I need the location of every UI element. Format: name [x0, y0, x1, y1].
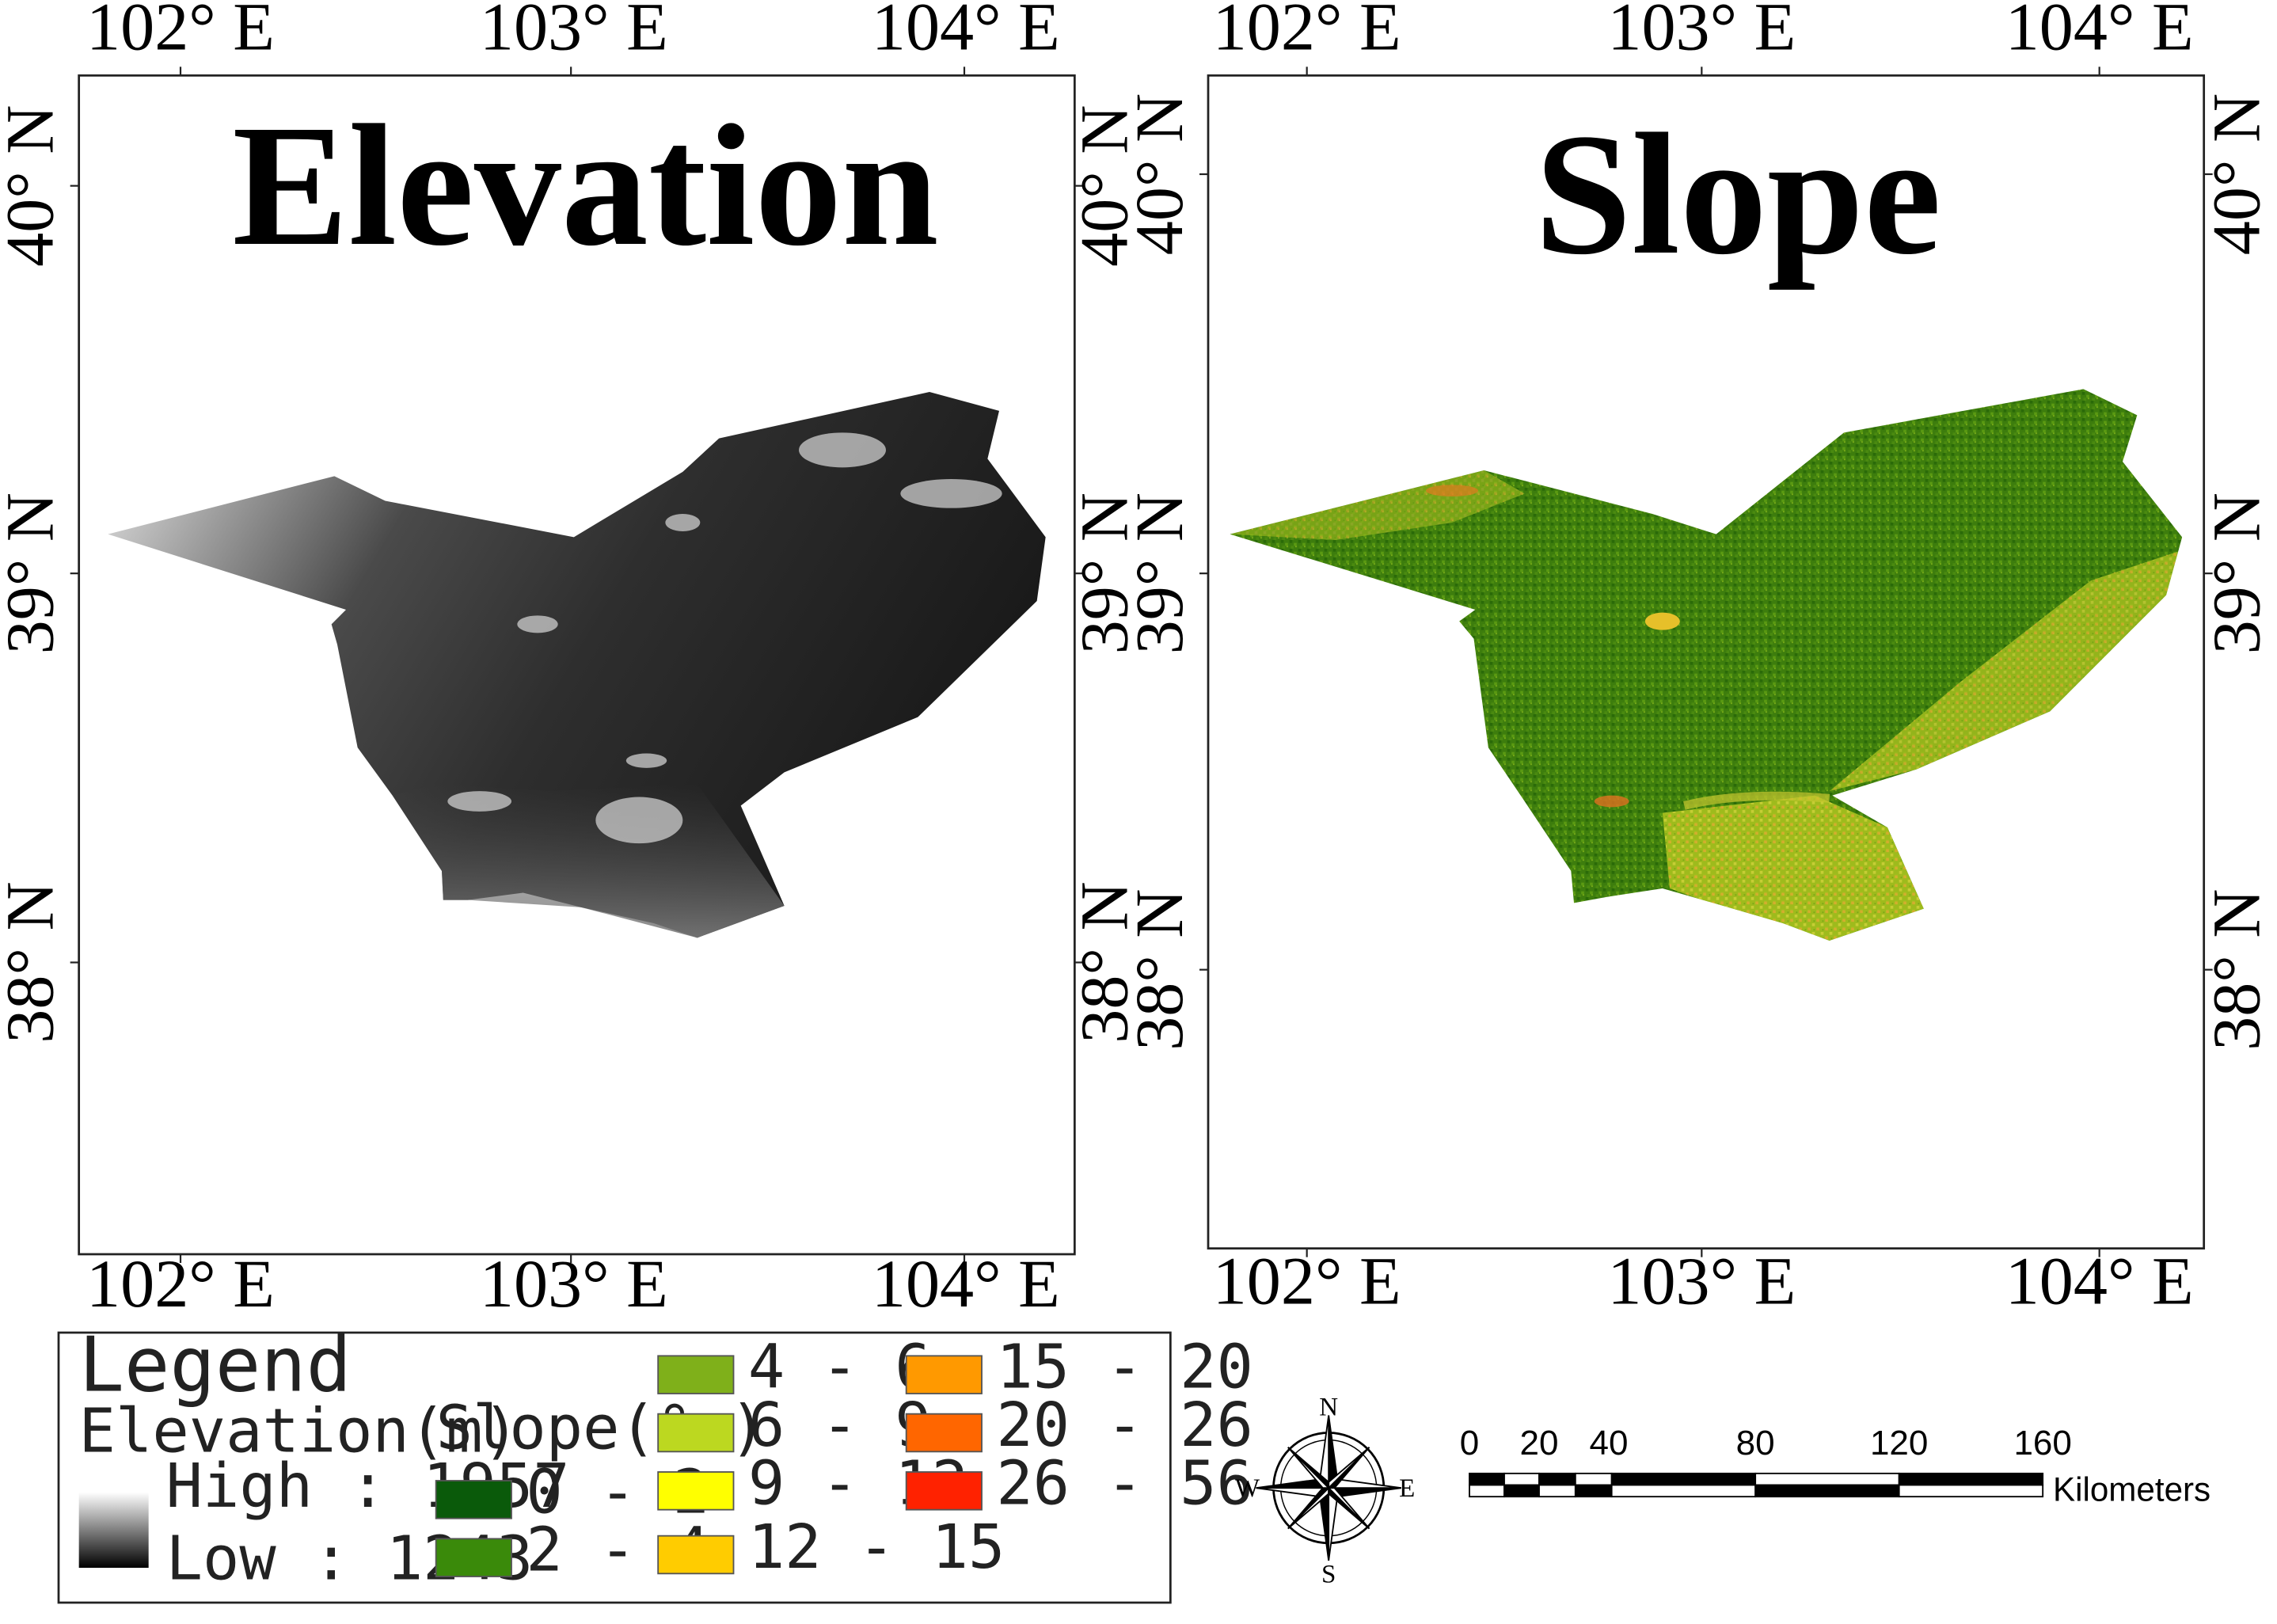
elevation-map: Elevation 102° E 103° E 104° E 102° E 10…	[0, 0, 1142, 1322]
scale-tick-40: 40	[1590, 1424, 1629, 1462]
legend-slope-swatch	[905, 1413, 983, 1453]
elevation-lon-label-bottom-103: 103° E	[480, 1246, 668, 1322]
elevation-highlights	[447, 432, 1002, 844]
scale-tick-20: 20	[1520, 1424, 1559, 1462]
elevation-lon-label-top-103: 103° E	[480, 0, 668, 64]
scale-tick-120: 120	[1870, 1424, 1928, 1462]
slope-lon-label-bottom-104: 104° E	[2005, 1242, 2194, 1318]
elevation-lon-label-bottom-102: 102° E	[86, 1246, 275, 1322]
elevation-lat-label-right-40: 40° N	[1066, 105, 1142, 266]
legend-slope-swatch	[435, 1538, 512, 1577]
legend-slope-label: 26 - 56	[996, 1448, 1253, 1519]
elevation-lat-label-left-38: 38° N	[0, 881, 68, 1043]
legend: Legend Elevation(m) High : 1957 Low : 12…	[57, 1322, 1253, 1604]
scale-bar: 0 20 40 80 120 160 Kilometers	[1460, 1424, 2210, 1508]
legend-slope-swatch	[905, 1471, 983, 1511]
scale-bar-segments	[1469, 1472, 2044, 1498]
legend-slope-label: 6 - 9	[748, 1390, 932, 1461]
slope-lon-label-top-102: 102° E	[1213, 0, 1401, 64]
slope-lon-label-bottom-103: 103° E	[1607, 1242, 1796, 1318]
scale-unit-label: Kilometers	[2053, 1471, 2210, 1508]
scale-tick-0: 0	[1460, 1424, 1479, 1462]
legend-slope-swatch	[657, 1471, 735, 1511]
compass-rose: N S E W	[1235, 1394, 1415, 1589]
legend-slope-label: 12 - 15	[748, 1512, 1005, 1583]
legend-elevation-ramp	[78, 1492, 149, 1568]
elevation-lon-label-bottom-104: 104° E	[872, 1246, 1060, 1322]
legend-frame	[57, 1331, 1172, 1604]
compass-east-label: E	[1399, 1474, 1415, 1503]
compass-needles	[1256, 1415, 1401, 1561]
elevation-lat-label-right-39: 39° N	[1066, 493, 1142, 654]
legend-elevation-heading: Elevation(m)	[79, 1396, 519, 1466]
compass-south-label: S	[1321, 1560, 1336, 1588]
slope-map-ticks	[1199, 67, 2213, 1257]
scale-tick-80: 80	[1736, 1424, 1775, 1462]
slope-lat-label-right-40: 40° N	[2198, 93, 2274, 255]
slope-lon-label-top-104: 104° E	[2005, 0, 2194, 64]
slope-lon-label-top-103: 103° E	[1607, 0, 1796, 64]
elevation-lat-label-left-40: 40° N	[0, 105, 68, 266]
legend-slope-swatch	[657, 1413, 735, 1453]
legend-slope-label: 15 - 20	[996, 1333, 1253, 1403]
elevation-raster	[108, 392, 1046, 938]
elevation-lat-label-left-39: 39° N	[0, 493, 68, 654]
legend-slope-swatch	[905, 1355, 983, 1394]
slope-lon-label-bottom-102: 102° E	[1213, 1242, 1401, 1318]
compass-west-label: W	[1235, 1474, 1260, 1503]
elevation-map-title: Elevation	[232, 89, 938, 282]
slope-lat-label-left-38: 38° N	[1121, 888, 1197, 1050]
slope-map-title: Slope	[1534, 97, 1941, 291]
elevation-lon-label-top-102: 102° E	[86, 0, 275, 64]
legend-slope-swatch	[435, 1480, 512, 1519]
compass-north-label: N	[1319, 1394, 1338, 1422]
slope-lat-label-left-40: 40° N	[1121, 93, 1197, 255]
slope-lat-label-left-39: 39° N	[1121, 493, 1197, 654]
legend-title: Legend	[79, 1322, 352, 1409]
legend-slope-label: 4 - 6	[748, 1333, 932, 1403]
slope-map: Slope 102° E 103° E 104° E 102° E 103° E…	[1121, 0, 2274, 1318]
legend-slope-swatch	[657, 1535, 735, 1575]
slope-lat-label-right-38: 38° N	[2198, 888, 2274, 1050]
elevation-map-ticks	[70, 67, 1084, 1263]
slope-lat-label-right-39: 39° N	[2198, 493, 2274, 654]
elevation-lon-label-top-104: 104° E	[872, 0, 1060, 64]
elevation-lat-label-right-38: 38° N	[1066, 881, 1142, 1043]
legend-slope-swatch	[657, 1355, 735, 1394]
legend-slope-label: 20 - 26	[996, 1390, 1253, 1461]
scale-tick-160: 160	[2013, 1424, 2071, 1462]
